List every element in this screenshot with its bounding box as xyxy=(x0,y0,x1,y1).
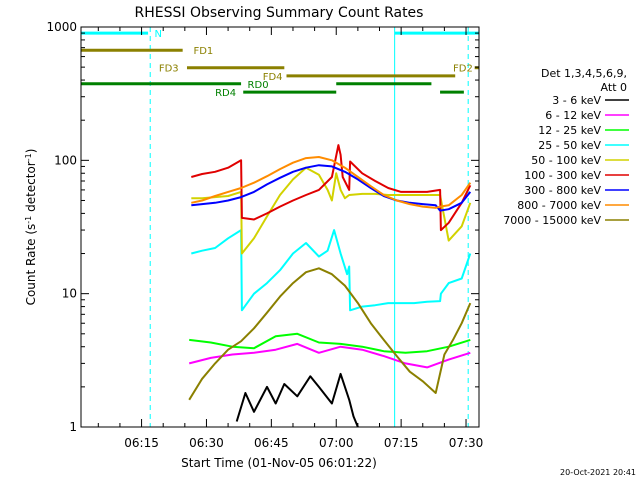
legend: Det 1,3,4,5,6,9,Att 03 - 6 keV 6 - 12 keV… xyxy=(503,67,629,227)
series-line-8 xyxy=(188,267,472,401)
x-axis-label: Start Time (01-Nov-05 06:01:22) xyxy=(181,456,377,470)
flag-label-fd1: FD1 xyxy=(193,46,213,57)
y-tick-label-2: 100 xyxy=(54,153,77,167)
chart-title: RHESSI Observing Summary Count Rates xyxy=(135,5,424,21)
flag-label-fd2: FD2 xyxy=(453,64,473,75)
x-tick-label-0: 06:15 xyxy=(124,436,159,450)
legend-entry-1: 6 - 12 keV xyxy=(545,109,601,122)
series-line-6 xyxy=(191,164,472,212)
x-tick-label-5: 07:30 xyxy=(449,436,484,450)
series-line-0 xyxy=(235,372,359,428)
series-line-3 xyxy=(191,229,472,312)
x-tick-label-1: 06:30 xyxy=(189,436,224,450)
x-tick-label-4: 07:15 xyxy=(384,436,419,450)
y-tick-label-3: 1000 xyxy=(46,20,77,34)
x-tick-label-3: 07:00 xyxy=(319,436,354,450)
legend-title-line-1: Att 0 xyxy=(601,81,627,94)
series-line-4 xyxy=(191,166,472,255)
series-line-5 xyxy=(191,144,472,232)
series-line-2 xyxy=(189,332,471,354)
y-tick-label-0: 1 xyxy=(69,420,77,434)
legend-entry-0: 3 - 6 keV xyxy=(552,94,601,107)
flag-label-n: N xyxy=(155,29,162,40)
series-line-7 xyxy=(191,156,472,209)
plot-area xyxy=(80,27,469,427)
y-tick-label-1: 10 xyxy=(62,287,77,301)
y-axis-label: Count Rate (s-1 detector-1) xyxy=(24,149,38,306)
legend-entry-7: 800 - 7000 keV xyxy=(517,199,601,212)
legend-entry-6: 300 - 800 keV xyxy=(524,184,601,197)
legend-entry-4: 50 - 100 keV xyxy=(531,154,601,167)
axes: 06:15 06:30 06:45 07:00 07:15 07:30 1 10 100 1000 xyxy=(46,20,483,450)
flag-label-rd0: RD0 xyxy=(248,80,269,91)
plot-frame xyxy=(80,26,480,428)
x-tick-label-2: 06:45 xyxy=(254,436,289,450)
flag-label-fd3: FD3 xyxy=(159,64,179,75)
series-lines xyxy=(188,144,472,428)
legend-entry-2: 12 - 25 keV xyxy=(538,124,601,137)
legend-entry-5: 100 - 300 keV xyxy=(524,169,601,182)
legend-title-line-0: Det 1,3,4,5,6,9, xyxy=(541,67,627,80)
series-line-1 xyxy=(188,342,471,369)
flag-label-fd4: FD4 xyxy=(263,72,283,83)
legend-entry-3: 25 - 50 keV xyxy=(538,139,601,152)
flag-label-rd4: RD4 xyxy=(215,88,236,99)
footer-timestamp: 20-Oct-2021 20:41 xyxy=(560,468,636,477)
legend-entry-8: 7000 - 15000 keV xyxy=(503,214,601,227)
